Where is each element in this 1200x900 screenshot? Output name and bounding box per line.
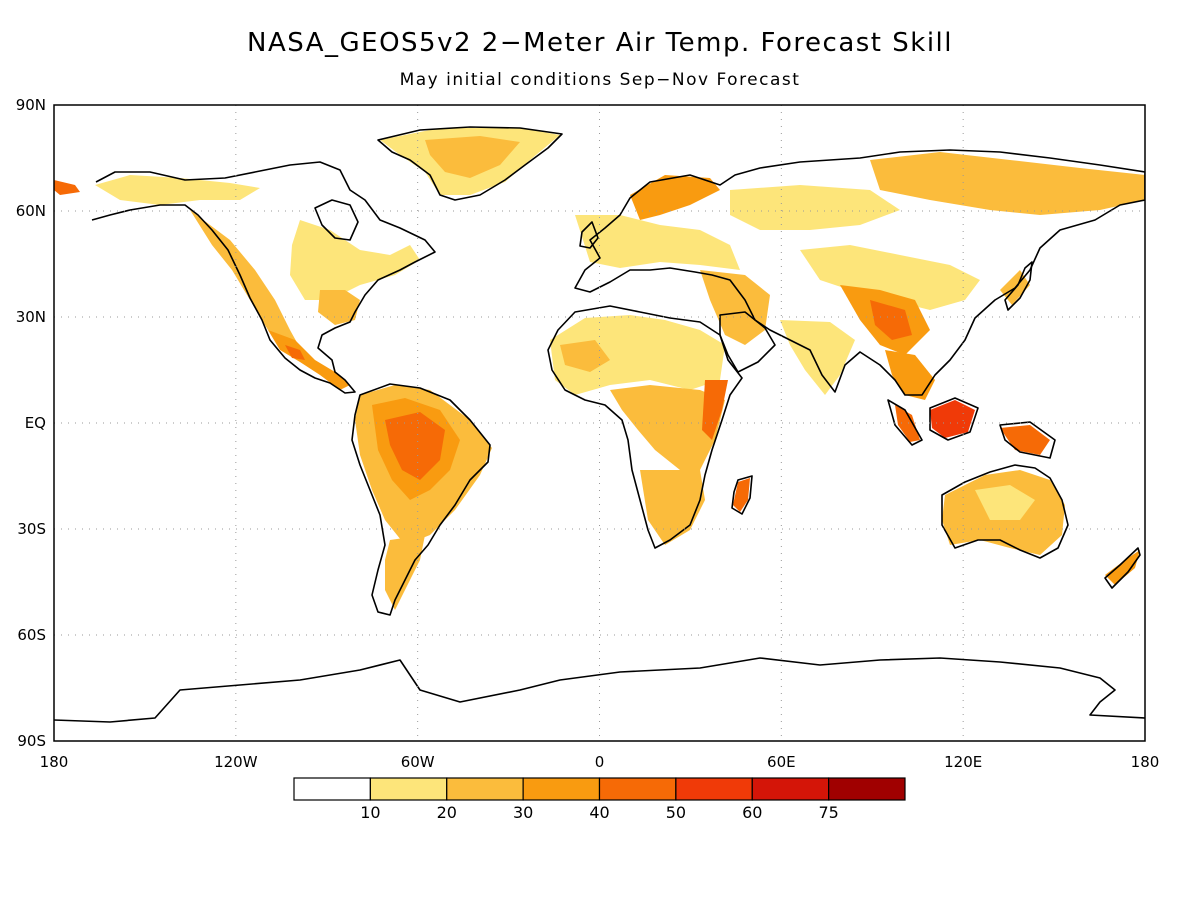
lat-tick-label: 90S bbox=[17, 732, 46, 750]
colorbar-tick-label: 10 bbox=[360, 803, 380, 822]
colorbar-swatch bbox=[828, 777, 906, 801]
shade-europe bbox=[575, 215, 740, 270]
coast-new-zealand bbox=[1104, 547, 1141, 589]
lon-tick-label: 60W bbox=[401, 753, 435, 771]
shade-mexico-red bbox=[285, 345, 305, 360]
shade-n-africa bbox=[550, 315, 725, 395]
plot-frame bbox=[53, 104, 1146, 742]
shade-india bbox=[780, 320, 855, 395]
shade-east-us bbox=[318, 290, 360, 325]
shade-sahel bbox=[560, 340, 610, 372]
colorbar-swatch bbox=[293, 777, 371, 801]
shade-sa-south bbox=[385, 535, 425, 610]
lat-tick-label: 60S bbox=[17, 626, 46, 644]
coast-greenland bbox=[377, 126, 563, 201]
lon-tick-label: 180 bbox=[1131, 753, 1160, 771]
lon-tick-label: 120W bbox=[214, 753, 258, 771]
map-grid bbox=[54, 105, 1145, 741]
coast-south-america bbox=[351, 383, 491, 616]
shade-canada bbox=[290, 220, 420, 300]
latitude-labels: 90N 60N 30N EQ 30S 60S 90S bbox=[16, 96, 46, 750]
shade-new-guinea bbox=[1000, 425, 1050, 455]
shade-mexico bbox=[268, 330, 350, 390]
shade-greenland-core bbox=[425, 136, 520, 178]
coast-hudson-bay bbox=[314, 199, 359, 241]
colorbar-swatch bbox=[522, 777, 601, 801]
lat-tick-label: 90N bbox=[16, 96, 46, 114]
colorbar-tick-label: 60 bbox=[742, 803, 762, 822]
colorbar-swatch bbox=[675, 777, 753, 801]
lon-tick-label: 180 bbox=[40, 753, 69, 771]
shade-scandinavia bbox=[630, 175, 720, 220]
coast-australia bbox=[941, 464, 1069, 559]
lon-tick-label: 120E bbox=[944, 753, 982, 771]
coast-north-america bbox=[91, 161, 436, 394]
shade-middle-east bbox=[700, 270, 770, 345]
colorbar-tick-label: 20 bbox=[437, 803, 457, 822]
lon-tick-label: 60E bbox=[767, 753, 796, 771]
lat-tick-label: 60N bbox=[16, 202, 46, 220]
coast-madagascar bbox=[731, 475, 753, 515]
shade-siberia-light bbox=[730, 185, 900, 230]
shade-central-africa bbox=[610, 385, 725, 470]
colorbar-tick-label: 50 bbox=[666, 803, 686, 822]
coast-antarctica bbox=[54, 657, 1145, 723]
colorbar-swatch bbox=[751, 777, 830, 801]
shade-far-east bbox=[54, 180, 80, 195]
longitude-labels: 180 120W 60W 0 60E 120E 180 bbox=[40, 753, 1160, 771]
shade-sumatra bbox=[895, 405, 920, 442]
colorbar-tick-label: 75 bbox=[818, 803, 838, 822]
colorbar-swatch bbox=[598, 777, 677, 801]
coast-new-guinea bbox=[999, 421, 1056, 459]
shade-china-core bbox=[870, 300, 912, 340]
shade-madagascar bbox=[733, 478, 750, 512]
shade-alaska bbox=[95, 175, 260, 205]
shade-sa-core bbox=[385, 412, 445, 480]
coast-sumatra bbox=[887, 399, 923, 446]
lat-tick-label: EQ bbox=[25, 414, 46, 432]
shade-siberia bbox=[870, 152, 1145, 215]
colorbar-tick-label: 30 bbox=[513, 803, 533, 822]
coast-britain bbox=[579, 221, 599, 249]
shade-se-asia bbox=[885, 350, 935, 400]
shade-borneo bbox=[930, 400, 975, 438]
coast-borneo bbox=[929, 397, 979, 441]
lon-tick-label: 0 bbox=[595, 753, 605, 771]
shade-west-na bbox=[190, 210, 300, 352]
colorbar-swatch bbox=[446, 777, 524, 801]
shade-nz bbox=[1105, 550, 1140, 585]
colorbar-swatch bbox=[369, 777, 448, 801]
shade-australia-light bbox=[975, 485, 1035, 520]
lat-tick-label: 30N bbox=[16, 308, 46, 326]
coast-africa bbox=[547, 305, 743, 549]
lat-tick-label: 30S bbox=[17, 520, 46, 538]
colorbar-tick-label: 40 bbox=[589, 803, 609, 822]
map-title: NASA_GEOS5v2 2−Meter Air Temp. Forecast … bbox=[247, 28, 953, 58]
coast-arabia bbox=[719, 311, 776, 373]
coastlines bbox=[54, 126, 1145, 723]
map-subtitle: May initial conditions Sep−Nov Forecast bbox=[399, 70, 801, 90]
skill-shading bbox=[54, 128, 1145, 610]
shade-asia bbox=[800, 245, 980, 310]
coast-japan bbox=[1004, 261, 1033, 311]
colorbar: 10 20 30 40 50 60 75 bbox=[293, 777, 906, 822]
shade-east-africa bbox=[702, 380, 728, 440]
